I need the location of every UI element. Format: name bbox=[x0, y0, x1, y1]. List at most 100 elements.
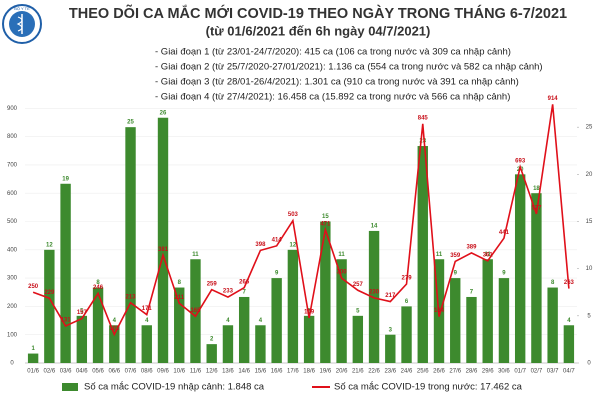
bar bbox=[352, 315, 364, 363]
x-tick-label: 27/6 bbox=[449, 369, 461, 375]
x-tick-label: 01/6 bbox=[27, 369, 39, 375]
x-tick-label: 20/6 bbox=[336, 369, 348, 375]
line-label: 157 bbox=[77, 310, 88, 316]
bar bbox=[141, 325, 152, 363]
bar bbox=[466, 296, 477, 363]
bar-label: 11 bbox=[485, 252, 492, 258]
legend-label: Số ca mắc COVID-19 nhập cảnh: 1.848 ca bbox=[84, 382, 265, 393]
x-tick-label: 02/6 bbox=[44, 369, 56, 375]
line bbox=[32, 104, 570, 337]
bar-label: 11 bbox=[338, 252, 345, 258]
bar-label: 12 bbox=[290, 242, 297, 248]
bar bbox=[222, 325, 234, 363]
line-label: 300 bbox=[337, 270, 348, 276]
y-tick-label: 400 bbox=[7, 247, 18, 253]
y2-tick-label: 20 bbox=[586, 172, 593, 178]
bar bbox=[287, 249, 299, 363]
bar bbox=[92, 287, 104, 363]
bar bbox=[401, 306, 412, 363]
logo-snake bbox=[16, 16, 23, 32]
x-tick-label: 03/7 bbox=[547, 369, 559, 375]
bar bbox=[76, 315, 88, 363]
line-label: 211 bbox=[174, 295, 184, 301]
line-label: 693 bbox=[515, 158, 526, 164]
line-label: 259 bbox=[207, 281, 218, 287]
x-tick-label: 06/6 bbox=[108, 369, 120, 375]
bar-label: 2 bbox=[210, 337, 214, 343]
line-label: 914 bbox=[548, 96, 559, 102]
bar-label: 5 bbox=[80, 308, 84, 314]
line-label: 441 bbox=[499, 230, 510, 236]
chart-subtitle: (từ 01/6/2021 đến 6h ngày 04/7/2021) bbox=[206, 23, 431, 38]
x-tick-label: 10/6 bbox=[173, 369, 185, 375]
bar-label: 11 bbox=[436, 252, 443, 258]
y2-tick-label: 25 bbox=[586, 125, 593, 131]
line-label: 257 bbox=[353, 282, 364, 288]
bar-label: 12 bbox=[46, 242, 53, 248]
line-label: 213 bbox=[126, 294, 137, 300]
bar-label: 5 bbox=[356, 308, 360, 314]
bar bbox=[563, 325, 575, 363]
line-label: 229 bbox=[44, 290, 55, 296]
bar bbox=[157, 117, 169, 363]
x-tick-label: 24/6 bbox=[401, 369, 413, 375]
bar-label: 4 bbox=[567, 318, 571, 324]
x-tick-label: 15/6 bbox=[255, 369, 267, 375]
bar bbox=[271, 278, 282, 363]
line-label: 389 bbox=[466, 244, 477, 250]
x-tick-label: 23/6 bbox=[384, 369, 396, 375]
x-tick-label: 26/6 bbox=[433, 369, 445, 375]
chart-title: THEO DÕI CA MẮC MỚI COVID-19 THEO NGÀY T… bbox=[69, 4, 567, 22]
logo: BỘ Y TẾ bbox=[2, 4, 42, 44]
bar-label: 23 bbox=[419, 139, 426, 145]
line-label: 279 bbox=[402, 276, 413, 282]
bar-label: 11 bbox=[192, 252, 199, 258]
bar-label: 3 bbox=[389, 327, 393, 333]
bar-label: 26 bbox=[160, 110, 167, 116]
line-label: 398 bbox=[255, 242, 266, 248]
line-label: 414 bbox=[272, 237, 283, 243]
x-tick-label: 16/6 bbox=[271, 369, 283, 375]
line-label: 246 bbox=[93, 285, 104, 291]
line-label: 361 bbox=[483, 252, 494, 258]
bar-label: 4 bbox=[145, 318, 149, 324]
x-tick-label: 22/6 bbox=[368, 369, 380, 375]
x-tick-label: 21/6 bbox=[352, 369, 364, 375]
bar-label: 7 bbox=[243, 290, 247, 296]
bar bbox=[368, 230, 380, 363]
line-label: 164 bbox=[434, 308, 445, 314]
bar bbox=[44, 249, 55, 363]
bar bbox=[547, 287, 558, 363]
legend-swatch bbox=[62, 383, 78, 391]
y-tick-label: 200 bbox=[7, 304, 18, 310]
bar bbox=[238, 296, 250, 363]
bar bbox=[498, 278, 510, 363]
line-label: 845 bbox=[418, 115, 429, 121]
y-tick-label: 800 bbox=[7, 134, 18, 140]
annotation: - Giai đoạn 2 (từ 25/7/2020-27/01/2021):… bbox=[155, 62, 543, 73]
x-tick-label: 04/6 bbox=[76, 369, 88, 375]
bar bbox=[206, 344, 217, 363]
x-tick-label: 14/6 bbox=[238, 369, 250, 375]
bar-label: 6 bbox=[405, 299, 409, 305]
x-tick-label: 03/6 bbox=[60, 369, 72, 375]
line-label: 381 bbox=[158, 247, 169, 253]
line-label: 503 bbox=[288, 212, 299, 218]
x-tick-label: 01/7 bbox=[514, 369, 526, 375]
bar-label: 8 bbox=[96, 280, 100, 286]
line-label: 471 bbox=[320, 221, 331, 227]
bar-label: 4 bbox=[113, 318, 117, 324]
bar bbox=[125, 127, 136, 364]
x-tick-label: 17/6 bbox=[287, 369, 299, 375]
x-tick-label: 11/6 bbox=[190, 369, 202, 375]
line-label: 250 bbox=[28, 284, 39, 290]
bar bbox=[482, 259, 493, 363]
bar-label: 4 bbox=[259, 318, 263, 324]
bar-label: 5 bbox=[307, 308, 311, 314]
y2-tick-label: 10 bbox=[586, 266, 593, 272]
bar-label: 14 bbox=[371, 224, 378, 230]
bar bbox=[336, 259, 347, 363]
bar-label: 15 bbox=[322, 214, 329, 220]
line-label: 266 bbox=[239, 279, 250, 285]
